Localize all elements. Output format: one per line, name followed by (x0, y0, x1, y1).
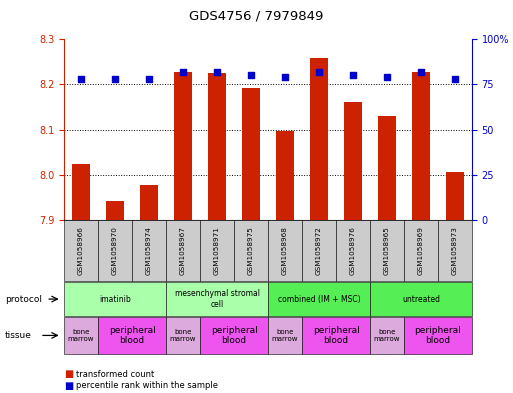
Text: GSM1058973: GSM1058973 (452, 226, 458, 275)
Text: peripheral
blood: peripheral blood (312, 326, 360, 345)
Bar (242, 88, 261, 220)
Text: GSM1058968: GSM1058968 (282, 226, 288, 275)
Text: combined (IM + MSC): combined (IM + MSC) (278, 295, 360, 303)
Text: bone
marrow: bone marrow (272, 329, 298, 342)
Text: bone
marrow: bone marrow (68, 329, 94, 342)
Bar (378, 116, 397, 220)
Text: percentile rank within the sample: percentile rank within the sample (76, 382, 218, 390)
Text: peripheral
blood: peripheral blood (211, 326, 258, 345)
Point (111, 76, 119, 82)
Point (417, 69, 425, 75)
Text: GSM1058971: GSM1058971 (214, 226, 220, 275)
Point (145, 76, 153, 82)
Text: protocol: protocol (5, 295, 42, 303)
Text: GDS4756 / 7979849: GDS4756 / 7979849 (189, 10, 324, 23)
Bar (275, 131, 294, 220)
Bar (174, 72, 192, 220)
Text: GSM1058970: GSM1058970 (112, 226, 118, 275)
Text: mesenchymal stromal
cell: mesenchymal stromal cell (174, 289, 260, 309)
Bar (310, 58, 328, 220)
Text: GSM1058967: GSM1058967 (180, 226, 186, 275)
Text: GSM1058966: GSM1058966 (78, 226, 84, 275)
Bar (140, 185, 159, 220)
Point (315, 69, 323, 75)
Text: GSM1058972: GSM1058972 (316, 226, 322, 275)
Text: transformed count: transformed count (76, 370, 154, 378)
Point (281, 74, 289, 81)
Bar (344, 102, 362, 220)
Point (213, 69, 221, 75)
Bar (106, 201, 125, 220)
Text: ■: ■ (64, 381, 73, 391)
Text: bone
marrow: bone marrow (374, 329, 400, 342)
Point (383, 74, 391, 81)
Point (247, 72, 255, 79)
Text: tissue: tissue (5, 331, 32, 340)
Point (451, 76, 459, 82)
Bar (208, 73, 226, 220)
Text: GSM1058969: GSM1058969 (418, 226, 424, 275)
Text: GSM1058974: GSM1058974 (146, 226, 152, 275)
Text: bone
marrow: bone marrow (170, 329, 196, 342)
Point (179, 69, 187, 75)
Text: ■: ■ (64, 369, 73, 379)
Point (349, 72, 357, 79)
Text: GSM1058975: GSM1058975 (248, 226, 254, 275)
Text: GSM1058976: GSM1058976 (350, 226, 356, 275)
Bar (72, 163, 90, 220)
Text: peripheral
blood: peripheral blood (415, 326, 461, 345)
Text: imatinib: imatinib (99, 295, 131, 303)
Bar (446, 172, 464, 220)
Point (77, 76, 85, 82)
Text: untreated: untreated (402, 295, 440, 303)
Bar (411, 72, 430, 220)
Text: peripheral
blood: peripheral blood (109, 326, 155, 345)
Text: GSM1058965: GSM1058965 (384, 226, 390, 275)
